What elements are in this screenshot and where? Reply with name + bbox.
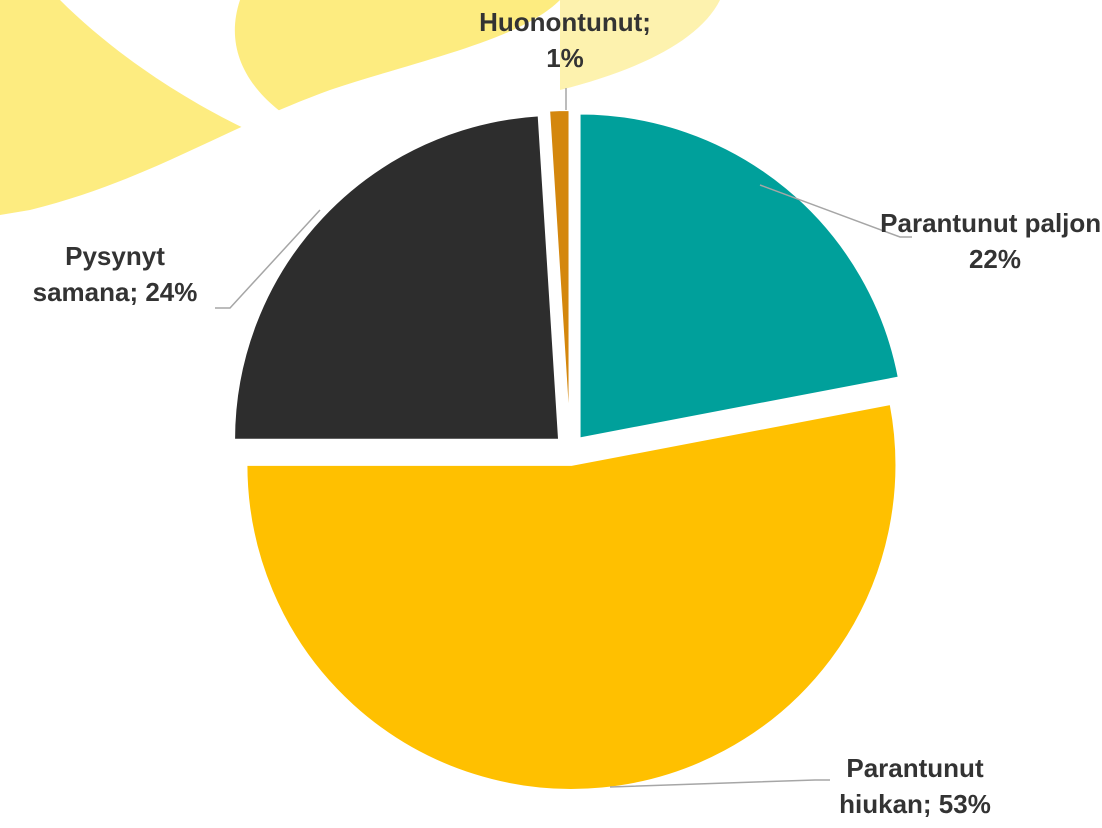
pie-slice <box>234 115 559 439</box>
data-label: Parantunut paljon; 22% <box>880 205 1102 277</box>
chart-canvas <box>0 0 1102 828</box>
pie <box>234 110 899 790</box>
data-label: Pysynyt samana; 24% <box>10 238 220 310</box>
chart: Parantunut paljon; 22% Parantunut hiukan;… <box>0 0 1102 828</box>
data-label: Parantunut hiukan; 53% <box>800 750 1030 822</box>
data-label: Huonontunut; 1% <box>460 4 670 76</box>
pie-slice <box>580 113 899 438</box>
pie-slice <box>246 404 896 790</box>
